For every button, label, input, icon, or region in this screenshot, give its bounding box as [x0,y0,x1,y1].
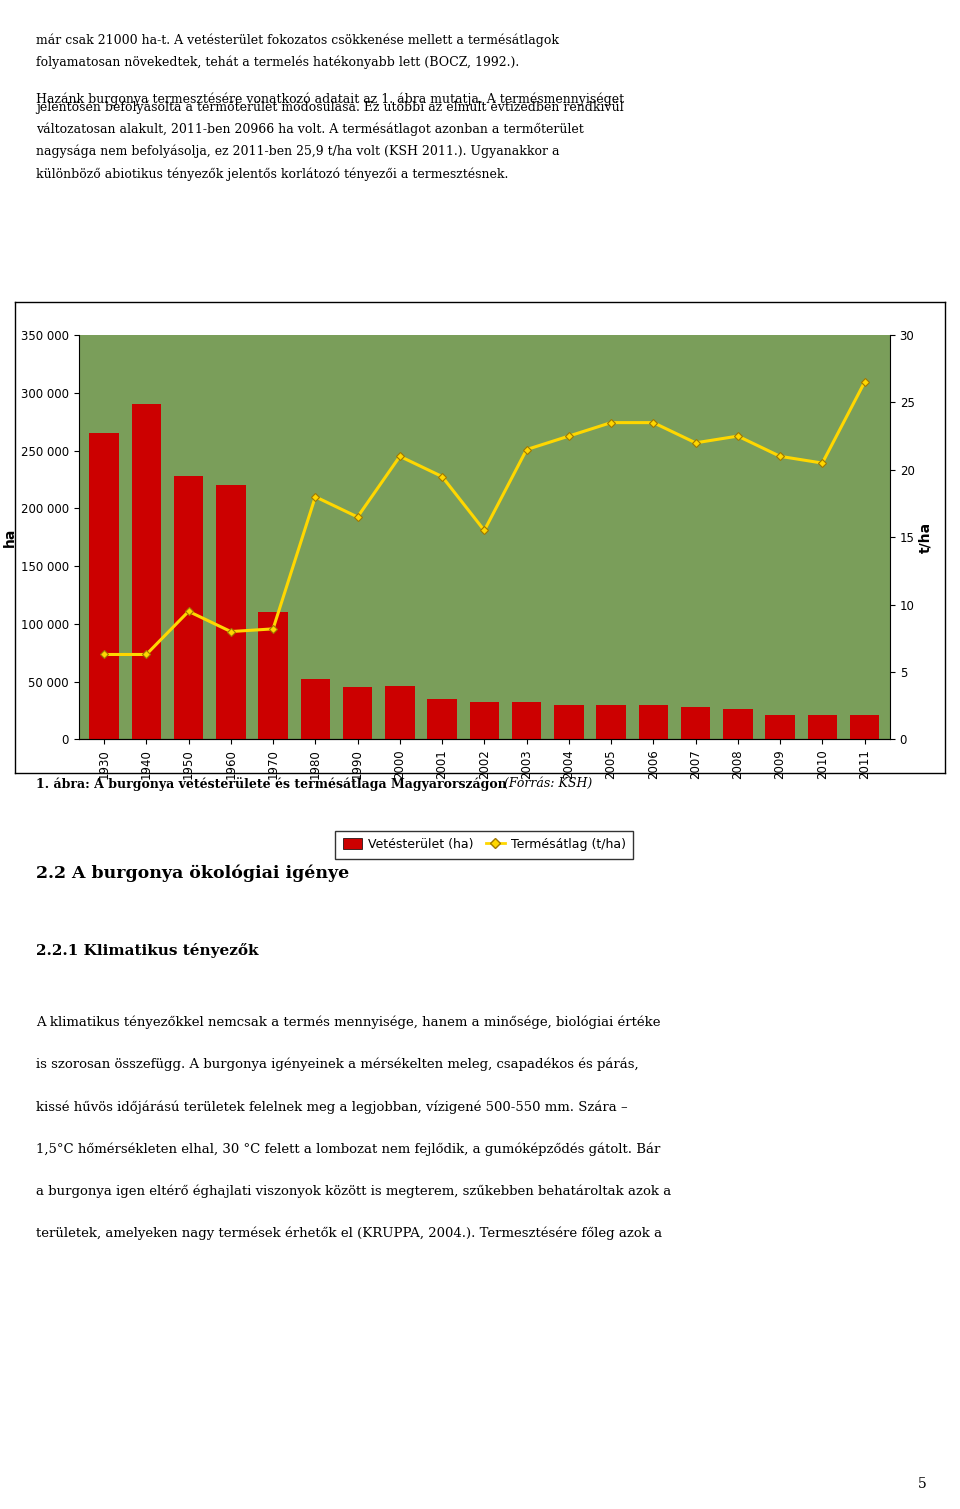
Bar [216,486,246,739]
Bar [300,679,330,739]
Bar [512,702,541,739]
Text: a burgonya igen eltérő éghajlati viszonyok között is megterem, szűkebben behatár: a burgonya igen eltérő éghajlati viszony… [36,1185,672,1198]
Y-axis label: t/ha: t/ha [919,522,933,552]
Bar [89,433,119,739]
Text: Hazánk burgonya termesztésére vonatkozó adatait az 1. ábra mutatja. A termésmenn: Hazánk burgonya termesztésére vonatkozó … [36,94,625,107]
Bar [258,613,288,739]
Text: 2.2.1 Klimatikus tényezők: 2.2.1 Klimatikus tényezők [36,943,259,958]
Text: különböző abiotikus tényezők jelentős korlátozó tényezői a termesztésnek.: különböző abiotikus tényezők jelentős ko… [36,167,509,181]
Text: 2.2 A burgonya ökológiai igénye: 2.2 A burgonya ökológiai igénye [36,865,349,883]
Bar [427,699,457,739]
Text: 1,5°C hőmérsékleten elhal, 30 °C felett a lombozat nem fejlődik, a gumóképződés : 1,5°C hőmérsékleten elhal, 30 °C felett … [36,1142,660,1156]
Text: 1. ábra: A burgonya vetésterülete és termésátlaga Magyarországon: 1. ábra: A burgonya vetésterülete és ter… [36,777,512,791]
Bar [469,702,499,739]
Y-axis label: ha: ha [3,528,16,546]
Bar [850,715,879,739]
Text: nagysága nem befolyásolja, ez 2011-ben 25,9 t/ha volt (KSH 2011.). Ugyanakkor a: nagysága nem befolyásolja, ez 2011-ben 2… [36,145,560,158]
Bar [554,705,584,739]
Legend: Vetésterület (ha), Termésátlag (t/ha): Vetésterület (ha), Termésátlag (t/ha) [335,830,634,859]
Text: már csak 21000 ha-t. A vetésterület fokozatos csökkenése mellett a termésátlagok: már csak 21000 ha-t. A vetésterület foko… [36,33,560,47]
Bar [638,705,668,739]
Bar [174,475,204,739]
Bar [132,404,161,739]
Text: folyamatosan növekedtek, tehát a termelés hatékonyabb lett (BOCZ, 1992.).: folyamatosan növekedtek, tehát a termelé… [36,56,519,69]
Text: területek, amelyeken nagy termések érhetők el (KRUPPA, 2004.). Termesztésére fől: területek, amelyeken nagy termések érhet… [36,1227,662,1240]
Text: A klimatikus tényezőkkel nemcsak a termés mennyisége, hanem a minősége, biológia: A klimatikus tényezőkkel nemcsak a termé… [36,1016,661,1029]
Bar [681,708,710,739]
Bar [723,709,753,739]
Text: változatosan alakult, 2011-ben 20966 ha volt. A termésátlagot azonban a termőter: változatosan alakult, 2011-ben 20966 ha … [36,122,585,136]
Text: is szorosan összefügg. A burgonya igényeinek a mérsékelten meleg, csapadékos és : is szorosan összefügg. A burgonya igénye… [36,1058,639,1071]
Bar [765,715,795,739]
Bar [596,705,626,739]
Text: (Forrás: KSH): (Forrás: KSH) [504,777,592,791]
Bar [385,687,415,739]
Bar [343,688,372,739]
Bar [807,715,837,739]
Text: jelentősen befolyásolta a termőterület módosulása. Ez utóbbi az elmúlt évtizedbe: jelentősen befolyásolta a termőterület m… [36,100,624,113]
Text: 5: 5 [918,1477,926,1491]
Text: kissé hűvös időjárású területek felelnek meg a legjobban, vízigené 500-550 mm. S: kissé hűvös időjárású területek felelnek… [36,1100,628,1114]
